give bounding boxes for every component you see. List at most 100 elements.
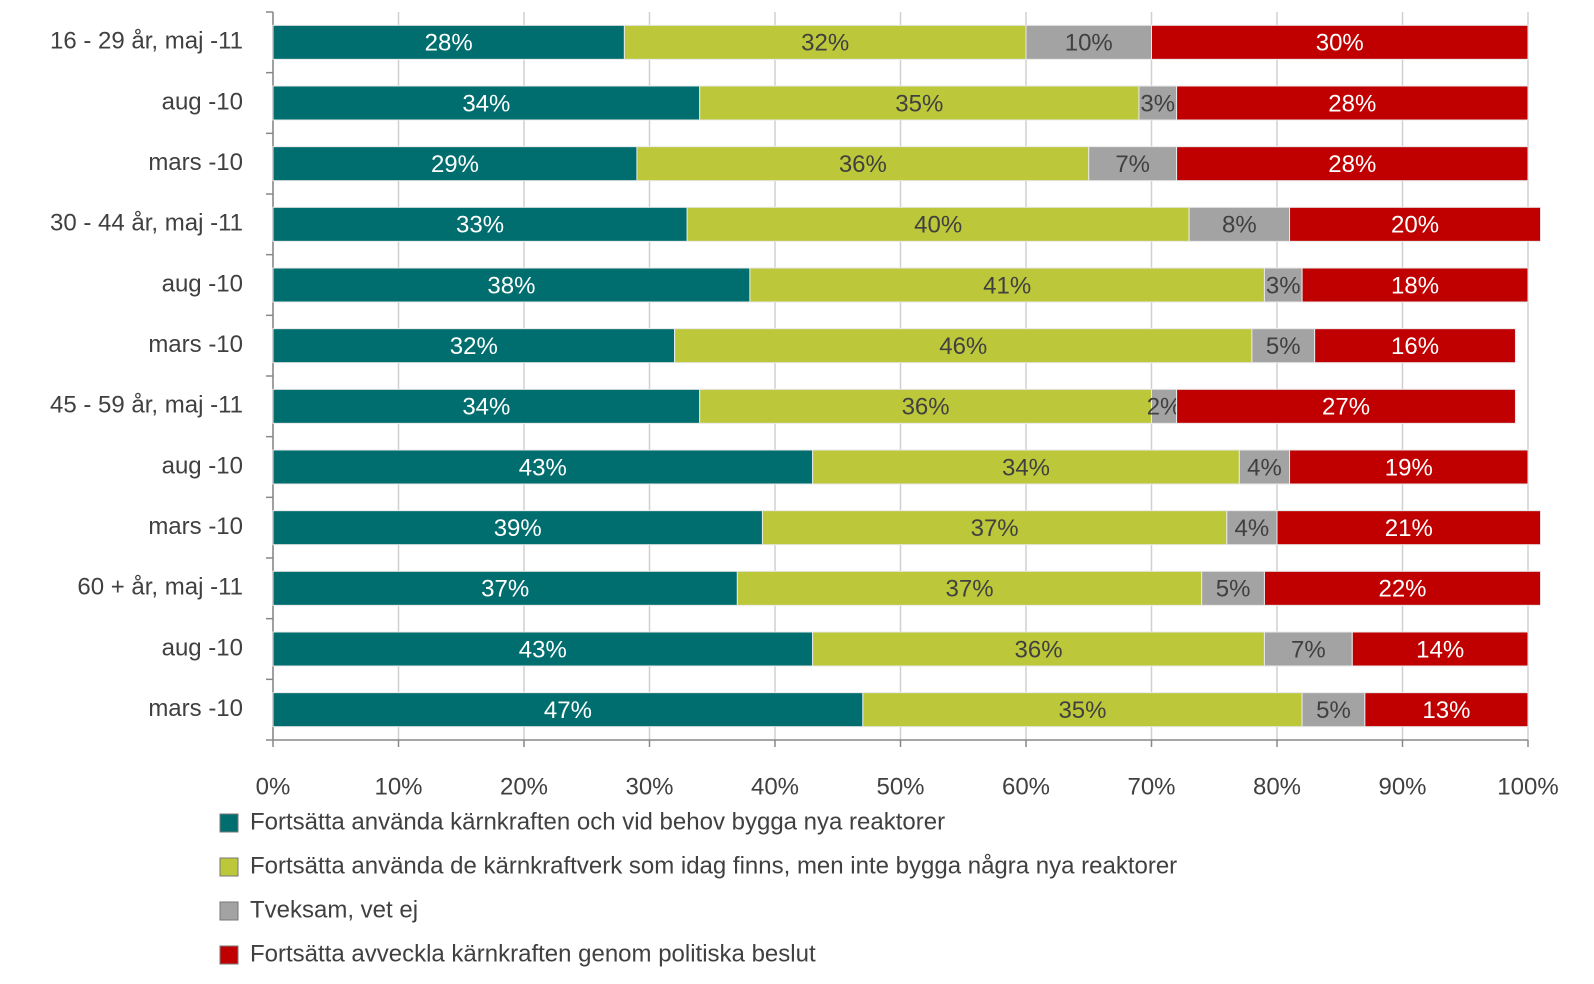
data-label: 16% [1391,333,1439,360]
data-label: 34% [462,394,510,421]
data-label: 36% [1015,636,1063,663]
data-label: 28% [1328,151,1376,178]
x-tick-label: 30% [625,773,673,800]
data-label: 4% [1247,454,1282,481]
data-label: 3% [1140,90,1175,117]
bar-segment [1263,267,1303,303]
y-tick-label: mars -10 [148,331,243,358]
bar-segment [749,267,1265,303]
data-label: 37% [971,515,1019,542]
data-label: 32% [801,30,849,57]
legend-label: Fortsätta avveckla kärnkraften genom pol… [250,940,816,967]
bar-segment [1176,388,1516,424]
data-label: 28% [425,30,473,57]
bar-segment [1301,692,1366,728]
data-label: 22% [1378,576,1426,603]
y-tick-label: 45 - 59 år, maj -11 [50,392,243,419]
data-label: 35% [1058,697,1106,724]
data-label: 18% [1391,272,1439,299]
y-tick-label: 16 - 29 år, maj -11 [50,28,243,55]
bar-segment [736,570,1203,606]
bar-segment [1263,631,1353,667]
bar-segment [1301,267,1529,303]
legend-label: Fortsätta använda de kärnkraftverk som i… [250,852,1177,879]
data-label: 40% [914,212,962,239]
bar-segment [812,631,1265,667]
data-label: 47% [544,697,592,724]
bar-segment [272,85,701,121]
legend-swatch [219,857,239,877]
data-label: 27% [1322,394,1370,421]
data-label: 38% [487,272,535,299]
data-label: 2% [1147,394,1182,421]
x-tick-label: 100% [1497,773,1558,800]
x-tick-label: 20% [500,773,548,800]
y-tick-label: mars -10 [148,695,243,722]
data-label: 37% [481,576,529,603]
data-label: 28% [1328,90,1376,117]
data-label: 5% [1216,576,1251,603]
legend-label: Fortsätta använda kärnkraften och vid be… [250,808,945,835]
bar-segment [1351,631,1529,667]
data-label: 35% [895,90,943,117]
data-label: 5% [1316,697,1351,724]
data-label: 14% [1416,636,1464,663]
data-label: 34% [462,90,510,117]
bar-segment [272,267,751,303]
data-label: 39% [494,515,542,542]
bar-segment [1088,146,1178,182]
x-tick-label: 60% [1002,773,1050,800]
bar-segment [1276,510,1542,546]
data-label: 43% [519,636,567,663]
data-label: 8% [1222,212,1257,239]
bar-segment [272,24,625,60]
x-tick-label: 80% [1253,773,1301,800]
x-tick-label: 0% [256,773,291,800]
data-label: 34% [1002,454,1050,481]
data-label: 46% [939,333,987,360]
y-tick-label: aug -10 [162,270,243,297]
x-tick-label: 70% [1127,773,1175,800]
data-label: 20% [1391,212,1439,239]
data-label: 7% [1291,636,1326,663]
bar-segment [1138,85,1178,121]
data-label: 33% [456,212,504,239]
data-label: 29% [431,151,479,178]
data-label: 3% [1266,272,1301,299]
bar-segment [862,692,1303,728]
y-tick-label: aug -10 [162,634,243,661]
x-tick-label: 40% [751,773,799,800]
bar-segment [1251,328,1316,364]
data-label: 32% [450,333,498,360]
bar-segment [1151,24,1529,60]
data-label: 10% [1065,30,1113,57]
bar-segment [1176,146,1529,182]
data-label: 7% [1115,151,1150,178]
x-tick-label: 90% [1378,773,1426,800]
bar-segment [699,85,1140,121]
y-tick-label: 30 - 44 år, maj -11 [50,210,243,237]
bar-segment [636,146,1090,182]
data-label: 13% [1422,697,1470,724]
data-label: 19% [1385,454,1433,481]
legend-label: Tveksam, vet ej [250,896,418,923]
bar-segment [1314,328,1516,364]
bar-segment [1289,206,1542,242]
bar-segment [272,146,638,182]
legend-swatch [219,945,239,965]
bar-segment [1201,570,1265,606]
legend-swatch [219,813,239,833]
bar-segment [1176,85,1529,121]
bar-segment [1188,206,1291,242]
bar-segment [1289,449,1529,485]
data-label: 21% [1385,515,1433,542]
y-tick-label: aug -10 [162,452,243,479]
data-label: 30% [1316,30,1364,57]
data-label: 4% [1235,515,1270,542]
bar-segment [1238,449,1291,485]
y-tick-label: mars -10 [148,149,243,176]
bar-segment [272,206,688,242]
y-tick-label: mars -10 [148,513,243,540]
data-label: 36% [902,394,950,421]
